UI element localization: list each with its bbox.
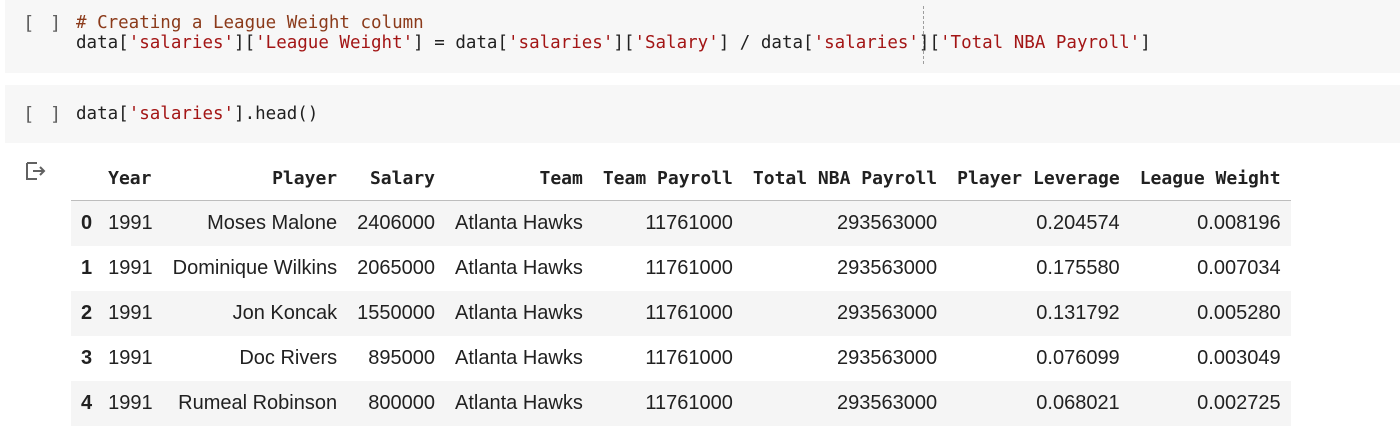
code-line: data['salaries'].head() bbox=[76, 104, 318, 124]
run-cell-button[interactable]: [ ] bbox=[23, 12, 64, 34]
column-header: Player Leverage bbox=[947, 156, 1130, 201]
table-cell: Jon Koncak bbox=[232, 302, 338, 324]
code-token: ][ bbox=[613, 33, 635, 53]
table-cell: 1550000 bbox=[357, 302, 435, 324]
table-cell: 293563000 bbox=[837, 347, 938, 369]
column-header: Team Payroll bbox=[592, 156, 743, 201]
code-editor[interactable]: data['salaries'].head() bbox=[76, 104, 318, 124]
table-cell: 800000 bbox=[368, 392, 435, 414]
table-cell: Atlanta Hawks bbox=[455, 257, 583, 279]
code-token: ][ bbox=[918, 33, 940, 53]
code-token: ] bbox=[1140, 33, 1151, 53]
code-string: 'salaries' bbox=[508, 33, 614, 53]
table-cell: 11761000 bbox=[645, 347, 733, 369]
table-cell: 2406000 bbox=[357, 212, 435, 234]
table-cell: 293563000 bbox=[837, 257, 938, 279]
code-editor[interactable]: # Creating a League Weight column data['s… bbox=[76, 13, 1151, 53]
table-cell: 293563000 bbox=[837, 302, 938, 324]
code-string: 'salaries' bbox=[813, 33, 919, 53]
table-cell: 11761000 bbox=[645, 392, 733, 414]
code-token: ] / data[ bbox=[718, 33, 814, 53]
table-cell: 0.002725 bbox=[1197, 392, 1281, 414]
table-cell: 0.008196 bbox=[1197, 212, 1281, 234]
table-row: 1 1991 Dominique Wilkins 2065000 Atlanta Haw… bbox=[71, 246, 1291, 291]
row-index: 4 bbox=[81, 392, 93, 414]
code-token: data[ bbox=[76, 33, 129, 53]
code-line: # Creating a League Weight column bbox=[76, 13, 1151, 33]
table-cell: 1991 bbox=[108, 212, 153, 234]
row-index: 3 bbox=[81, 347, 93, 369]
table-cell: 11761000 bbox=[645, 212, 733, 234]
code-string: 'Total NBA Payroll' bbox=[940, 33, 1141, 53]
table-cell: 2065000 bbox=[357, 257, 435, 279]
row-index: 2 bbox=[81, 302, 93, 324]
dataframe-output-table: Year Player Salary Team Team Payroll Tot… bbox=[71, 156, 1291, 426]
table-cell: 0.003049 bbox=[1197, 347, 1281, 369]
run-cell-button[interactable]: [ ] bbox=[23, 103, 64, 125]
table-cell: Atlanta Hawks bbox=[455, 302, 583, 324]
table-cell: 11761000 bbox=[645, 257, 733, 279]
table-cell: Atlanta Hawks bbox=[455, 212, 583, 234]
code-token: ][ bbox=[234, 33, 256, 53]
table-cell: Atlanta Hawks bbox=[455, 347, 583, 369]
column-header: Total NBA Payroll bbox=[742, 156, 948, 201]
column-header: Team bbox=[445, 156, 593, 201]
table-cell: 0.005280 bbox=[1197, 302, 1281, 324]
table-row: 2 1991 Jon Koncak 1550000 Atlanta Hawks 11761… bbox=[71, 291, 1291, 336]
row-index: 0 bbox=[81, 212, 93, 234]
table-cell: 1991 bbox=[108, 302, 153, 324]
table-cell: 11761000 bbox=[645, 302, 733, 324]
column-header: Salary bbox=[347, 156, 445, 201]
code-cell-1[interactable]: [ ] # Creating a League Weight column dat… bbox=[5, 0, 1400, 73]
column-header: Player bbox=[162, 156, 348, 201]
table-cell: 1991 bbox=[108, 392, 153, 414]
table-header-row: Year Player Salary Team Team Payroll Tot… bbox=[71, 156, 1291, 201]
table-cell: 0.076099 bbox=[1036, 347, 1120, 369]
table-cell: 1991 bbox=[108, 347, 153, 369]
table-cell: 0.131792 bbox=[1036, 302, 1120, 324]
output-redirect-icon[interactable] bbox=[24, 160, 46, 182]
code-token: data[ bbox=[76, 104, 129, 124]
table-cell: 895000 bbox=[368, 347, 435, 369]
column-header: League Weight bbox=[1129, 156, 1291, 201]
table-cell: 0.068021 bbox=[1036, 392, 1120, 414]
code-token: ].head() bbox=[234, 104, 319, 124]
table-cell: Moses Malone bbox=[207, 212, 338, 234]
table-cell: Doc Rivers bbox=[239, 347, 338, 369]
code-line: data['salaries']['League Weight'] = data… bbox=[76, 33, 1151, 53]
code-string: 'salaries' bbox=[128, 104, 235, 124]
code-string: 'League Weight' bbox=[255, 33, 414, 53]
table-cell: 293563000 bbox=[837, 392, 938, 414]
table-cell: 0.204574 bbox=[1036, 212, 1120, 234]
code-comment: # Creating a League Weight column bbox=[76, 13, 424, 33]
table-cell: 1991 bbox=[108, 257, 153, 279]
code-token: ] = data[ bbox=[413, 33, 508, 53]
table-row: 0 1991 Moses Malone 2406000 Atlanta Hawks 117… bbox=[71, 200, 1291, 246]
code-cell-2[interactable]: [ ] data['salaries'].head() bbox=[5, 85, 1400, 143]
code-string: 'salaries' bbox=[128, 33, 235, 53]
table-cell: 293563000 bbox=[837, 212, 938, 234]
table-cell: Dominique Wilkins bbox=[172, 257, 338, 279]
row-index: 1 bbox=[81, 257, 93, 279]
table-row: 3 1991 Doc Rivers 895000 Atlanta Hawks 117610… bbox=[71, 336, 1291, 381]
table-cell: Rumeal Robinson bbox=[178, 392, 338, 414]
table-cell: 0.175580 bbox=[1036, 257, 1120, 279]
table-cell: Atlanta Hawks bbox=[455, 392, 583, 414]
code-string: 'Salary' bbox=[634, 33, 719, 53]
column-header bbox=[71, 156, 99, 201]
table-row: 4 1991 Rumeal Robinson 800000 Atlanta Hawks 1… bbox=[71, 381, 1291, 426]
text-cursor bbox=[923, 6, 924, 64]
column-header: Year bbox=[98, 156, 163, 201]
table-cell: 0.007034 bbox=[1197, 257, 1281, 279]
